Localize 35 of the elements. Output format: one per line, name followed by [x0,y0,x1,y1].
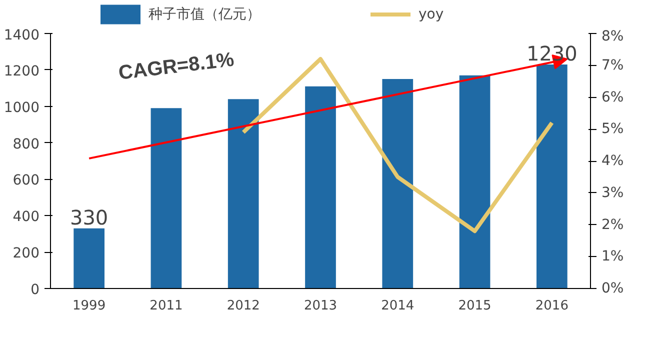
x-tick-label: 2016 [535,298,568,314]
y2-tick-label: 4% [602,153,624,169]
y-tick-label: 400 [12,209,40,226]
x-tick-label: 2015 [458,298,492,314]
bar [228,99,259,288]
y-tick-label: 1400 [4,28,40,44]
y-tick-label: 1000 [4,100,40,116]
bar [150,108,182,288]
annotation: 330 [70,205,108,230]
legend-label: 种子市值（亿元） [148,6,260,22]
y-tick-label: 600 [12,172,40,189]
y2-tick-label: 3% [602,184,624,201]
y2-tick-label: 2% [602,216,624,233]
y2-tick-label: 7% [602,57,624,74]
y2-tick-label: 5% [602,121,624,138]
x-tick-label: 2011 [150,298,183,314]
x-tick-label: 2014 [381,298,414,314]
y2-tick-label: 1% [602,248,624,265]
bar [382,79,414,288]
bar [305,86,336,288]
annotation: 1230 [526,41,578,66]
bar [74,228,104,288]
bar [459,75,490,288]
y2-tick-label: 0% [602,280,624,296]
y2-tick-label: 8% [602,28,624,44]
x-tick-label: 2013 [304,298,338,314]
y-tick-label: 1200 [4,63,40,80]
x-tick-label: 2012 [226,298,260,314]
legend-label: yoy [418,6,444,22]
y2-tick-label: 6% [602,89,624,106]
x-tick-label: 1999 [72,298,106,314]
annotation: CAGR=8.1% [117,48,236,84]
y-tick-label: 200 [12,246,40,262]
y-tick-label: 800 [12,136,40,152]
y-tick-label: 0 [30,282,40,298]
